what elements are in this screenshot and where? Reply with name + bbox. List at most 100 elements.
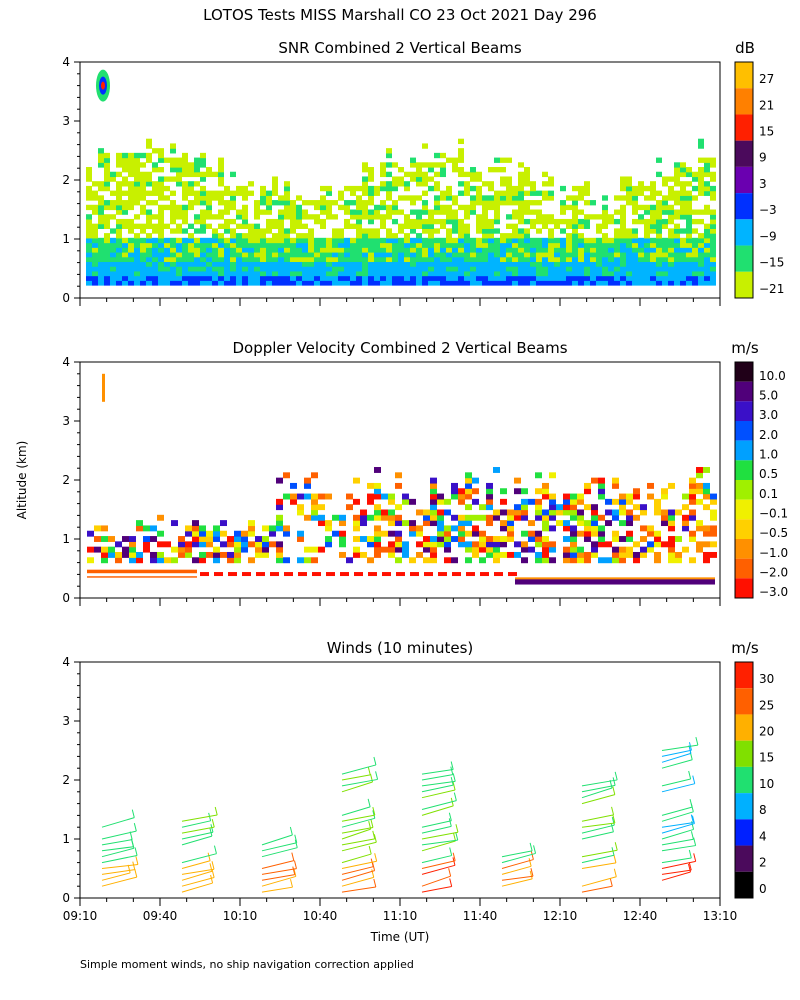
snr-cell bbox=[656, 214, 662, 220]
snr-cell bbox=[122, 157, 128, 163]
snr-cell bbox=[188, 270, 194, 277]
snr-cell bbox=[512, 251, 518, 258]
snr-cell bbox=[506, 247, 512, 253]
snr-cell bbox=[146, 209, 152, 215]
snr-cell bbox=[686, 270, 692, 277]
snr-cell bbox=[488, 251, 494, 258]
velocity-cell bbox=[535, 530, 542, 537]
wind-barb-flag bbox=[291, 852, 295, 861]
snr-cell bbox=[608, 242, 614, 248]
velocity-cell bbox=[479, 504, 486, 511]
snr-cell bbox=[674, 190, 680, 196]
snr-cell bbox=[434, 270, 440, 277]
velocity-cell bbox=[598, 525, 605, 532]
velocity-cell bbox=[612, 477, 619, 484]
velocity-cell bbox=[416, 525, 423, 532]
snr-cell bbox=[116, 261, 122, 267]
snr-cell bbox=[302, 275, 308, 281]
snr-cell bbox=[320, 195, 326, 201]
snr-cell bbox=[584, 223, 590, 229]
snr-cell bbox=[362, 185, 368, 192]
snr-cell bbox=[278, 214, 284, 220]
velocity-cell bbox=[647, 482, 654, 489]
snr-cell bbox=[242, 190, 248, 196]
velocity-cell bbox=[668, 541, 675, 548]
velocity-cell bbox=[577, 509, 584, 516]
velocity-cell bbox=[584, 482, 591, 489]
wind-barb bbox=[261, 886, 293, 893]
snr-cell bbox=[206, 214, 212, 220]
snr-cell bbox=[356, 200, 362, 206]
y-tick-label: 4 bbox=[62, 55, 70, 69]
snr-cell bbox=[548, 190, 554, 196]
snr-cell bbox=[242, 233, 248, 239]
snr-cell bbox=[494, 190, 500, 196]
colorbar-label: 3 bbox=[759, 177, 767, 191]
snr-cell bbox=[536, 251, 542, 258]
snr-cell bbox=[614, 275, 620, 281]
snr-cell bbox=[98, 242, 104, 248]
snr-cell bbox=[218, 247, 224, 253]
snr-cell bbox=[698, 247, 704, 253]
snr-cell bbox=[416, 237, 422, 244]
snr-cell bbox=[302, 261, 308, 267]
snr-cell bbox=[110, 256, 116, 263]
velocity-dash bbox=[298, 572, 307, 577]
snr-cell bbox=[200, 209, 206, 215]
wind-barb bbox=[181, 860, 211, 869]
snr-cell bbox=[410, 171, 416, 178]
velocity-cell bbox=[570, 493, 577, 500]
snr-cell bbox=[626, 270, 632, 277]
snr-cell bbox=[416, 209, 422, 215]
snr-cell bbox=[590, 266, 596, 272]
snr-cell bbox=[650, 214, 656, 220]
snr-cell bbox=[632, 195, 638, 201]
snr-cell bbox=[362, 270, 368, 277]
snr-cell bbox=[566, 195, 572, 201]
snr-cell bbox=[230, 200, 236, 206]
velocity-cell bbox=[192, 541, 199, 548]
snr-cell bbox=[506, 237, 512, 244]
snr-cell bbox=[116, 190, 122, 196]
snr-cell bbox=[620, 181, 626, 187]
velocity-streak bbox=[102, 373, 105, 402]
snr-cell bbox=[200, 242, 206, 248]
velocity-cell bbox=[199, 536, 206, 542]
snr-cell bbox=[356, 251, 362, 258]
snr-cell bbox=[572, 209, 578, 215]
snr-cell bbox=[236, 209, 242, 215]
wind-barb bbox=[501, 850, 533, 858]
velocity-cell bbox=[626, 498, 633, 505]
snr-cell bbox=[104, 171, 110, 178]
snr-cell bbox=[518, 204, 524, 211]
velocity-cell bbox=[178, 551, 185, 558]
snr-cell bbox=[338, 233, 344, 239]
snr-cell bbox=[608, 275, 614, 281]
snr-cell bbox=[104, 167, 110, 173]
velocity-cell bbox=[500, 509, 507, 516]
velocity-cell bbox=[696, 525, 703, 532]
snr-cell bbox=[686, 190, 692, 196]
snr-cell bbox=[242, 204, 248, 211]
wind-barb-flag bbox=[455, 824, 459, 833]
y-tick-label: 3 bbox=[62, 114, 70, 128]
snr-cell bbox=[158, 228, 164, 234]
velocity-cell bbox=[626, 520, 633, 527]
wind-barb-flag bbox=[613, 854, 617, 863]
snr-cell bbox=[140, 247, 146, 253]
wind-barb-flag bbox=[448, 818, 452, 827]
snr-cell bbox=[218, 223, 224, 229]
snr-cell bbox=[464, 270, 470, 277]
snr-cell bbox=[680, 242, 686, 248]
snr-cell bbox=[422, 237, 428, 244]
wind-barb bbox=[421, 800, 457, 810]
snr-cell bbox=[536, 242, 542, 248]
snr-cell bbox=[332, 266, 338, 272]
snr-cell bbox=[572, 256, 578, 263]
wind-barb bbox=[421, 864, 456, 875]
snr-cell bbox=[518, 162, 524, 168]
snr-cell bbox=[632, 266, 638, 272]
velocity-cell bbox=[444, 557, 451, 564]
snr-cell bbox=[530, 251, 536, 258]
snr-cell bbox=[320, 280, 326, 286]
